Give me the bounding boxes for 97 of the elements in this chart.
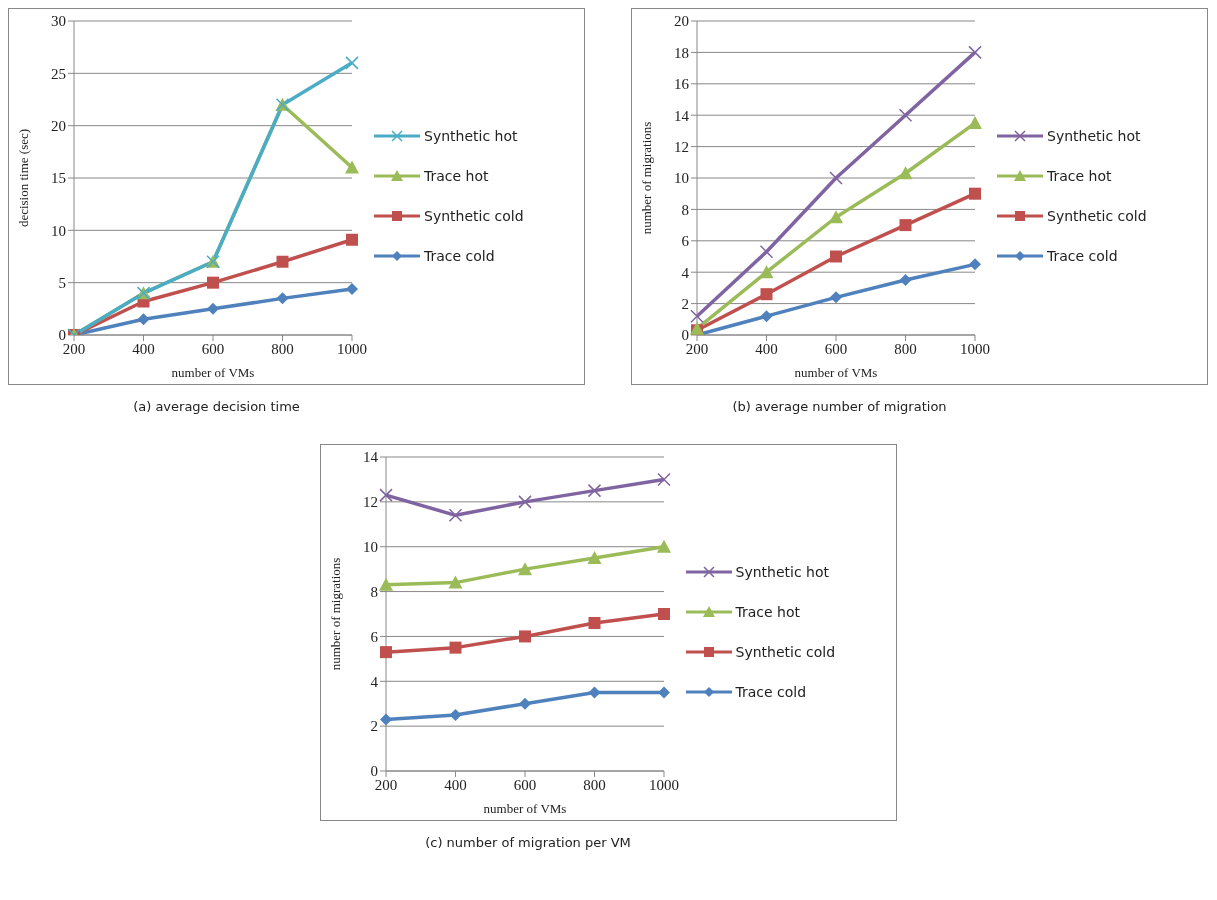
point — [760, 310, 773, 323]
legend-label: Trace hot — [735, 603, 801, 620]
point — [899, 219, 912, 232]
point — [518, 630, 531, 643]
point — [378, 577, 393, 591]
point — [137, 313, 150, 326]
y-tick-label: 5 — [58, 274, 66, 291]
y-tick-label: 14 — [674, 107, 690, 124]
y-tick-label: 2 — [370, 718, 378, 735]
point — [346, 233, 358, 246]
legend-label: Trace cold — [735, 683, 807, 700]
point — [379, 646, 392, 659]
x-tick-label: 1000 — [337, 340, 367, 357]
y-tick-label: 18 — [674, 44, 689, 61]
x-axis-title: number of VMs — [794, 365, 878, 380]
point — [830, 291, 842, 304]
point — [587, 550, 601, 564]
x-tick-label: 400 — [443, 776, 467, 793]
legend-label: Synthetic hot — [1047, 127, 1141, 144]
x-tick-label: 800 — [582, 776, 606, 793]
point — [449, 641, 461, 654]
text: (b) average number of migration — [731, 399, 948, 414]
point — [378, 488, 393, 502]
point — [969, 258, 981, 271]
y-tick-label: 16 — [674, 76, 690, 93]
point — [449, 708, 461, 721]
x-tick-label: 400 — [755, 340, 778, 357]
y-tick-label: 6 — [370, 628, 378, 645]
point — [517, 495, 532, 509]
point — [657, 608, 670, 620]
point — [968, 116, 982, 130]
y-tick-label: 10 — [362, 539, 378, 556]
legend-label: Synthetic hot — [424, 127, 518, 144]
x-axis-title: number of VMs — [483, 801, 566, 816]
point — [760, 288, 773, 301]
legend-label: Trace hot — [1047, 167, 1112, 184]
point — [656, 539, 671, 553]
y-tick-label: 14 — [362, 449, 378, 466]
y-tick-label: 4 — [370, 673, 378, 690]
point — [276, 292, 289, 305]
point — [969, 187, 981, 200]
legend-label: Synthetic cold — [1047, 207, 1147, 224]
y-tick-label: 6 — [681, 233, 690, 250]
point — [207, 302, 219, 315]
point — [898, 166, 913, 180]
point — [448, 575, 462, 589]
point — [276, 255, 289, 268]
x-tick-label: 400 — [132, 340, 155, 357]
text: (a) average decision time — [132, 399, 301, 414]
y-tick-label: 10 — [51, 222, 66, 239]
point — [690, 309, 704, 323]
y-tick-label: 10 — [674, 170, 689, 187]
y-tick-label: 12 — [674, 138, 689, 155]
point — [968, 45, 982, 60]
x-tick-label: 1000 — [960, 340, 990, 357]
legend-label: Trace hot — [424, 167, 489, 184]
y-tick-label: 8 — [370, 583, 378, 600]
y-tick-label: 2 — [681, 295, 689, 312]
x-tick-label: 600 — [513, 776, 536, 793]
legend-label: Synthetic hot — [735, 563, 829, 580]
x-tick-label: 600 — [824, 340, 848, 357]
point — [759, 265, 774, 279]
y-tick-label: 12 — [362, 494, 378, 511]
x-axis-title: number of VMs — [171, 365, 255, 380]
y-tick-label: 20 — [674, 13, 689, 30]
x-tick-label: 800 — [271, 340, 294, 357]
point — [448, 508, 462, 523]
point — [830, 250, 842, 263]
text: (c) number of migration per VM — [424, 835, 632, 850]
y-axis-title: number of migrations — [327, 557, 343, 671]
y-axis-title: decision time (sec) — [15, 128, 31, 228]
x-tick-label: 1000 — [648, 776, 679, 793]
y-tick-label: 25 — [51, 65, 66, 82]
point — [588, 686, 600, 699]
y-tick-label: 20 — [51, 117, 66, 134]
y-tick-label: 15 — [51, 170, 66, 187]
legend-label: Trace cold — [1047, 247, 1118, 264]
x-tick-label: 800 — [894, 340, 917, 357]
point — [588, 616, 600, 629]
point — [517, 562, 532, 576]
y-axis-title: number of migrations — [638, 121, 654, 235]
legend-label: Synthetic cold — [735, 643, 836, 660]
y-tick-label: 8 — [681, 201, 689, 218]
point — [587, 483, 601, 498]
point — [379, 713, 392, 726]
point — [829, 210, 843, 224]
legend-label: Trace cold — [424, 247, 495, 264]
point — [345, 56, 359, 70]
point — [207, 276, 219, 289]
point — [346, 282, 358, 295]
point — [345, 160, 359, 174]
y-tick-label: 4 — [681, 264, 690, 281]
point — [656, 472, 671, 487]
point — [899, 274, 912, 287]
y-tick-label: 30 — [51, 13, 66, 30]
x-tick-label: 600 — [201, 340, 225, 357]
legend-label: Synthetic cold — [424, 207, 524, 224]
